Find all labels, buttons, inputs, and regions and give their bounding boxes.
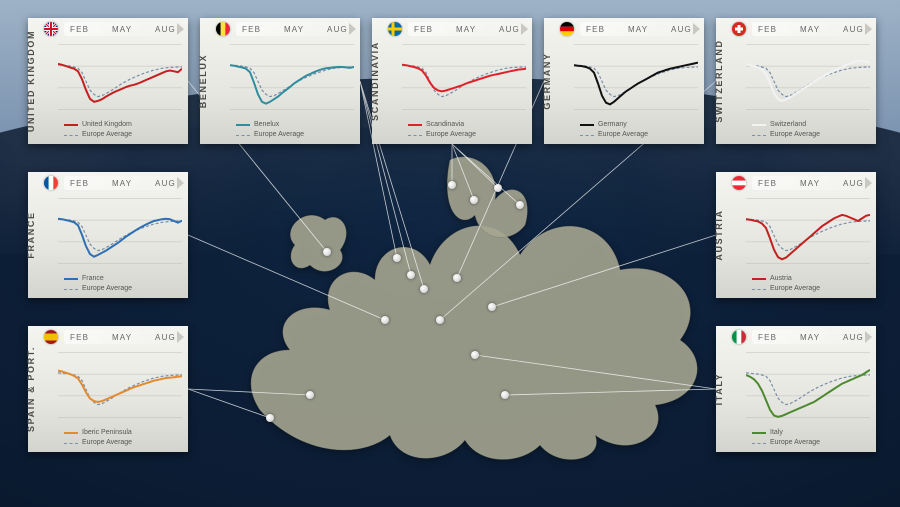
panel-at: AUSTRIA FEBMAYAUG 50%0%-50%-100% AustriaEur… xyxy=(716,172,876,298)
panel-title: GERMANY xyxy=(542,18,552,144)
map-marker xyxy=(436,316,444,324)
months-axis: FEBMAYAUG xyxy=(752,22,870,36)
panel-de: GERMANY FEBMAYAUG 50%0%-50%-100% GermanyEur… xyxy=(544,18,704,144)
map-marker xyxy=(266,414,274,422)
map-marker xyxy=(488,303,496,311)
map-marker xyxy=(494,184,502,192)
map-marker xyxy=(471,351,479,359)
months-axis: FEBMAYAUG xyxy=(236,22,354,36)
panel-uk: UNITED KINGDOM FEBMAYAUG 50%0%-50%-100% Uni… xyxy=(28,18,188,144)
legend: ScandinaviaEurope Average xyxy=(408,120,528,140)
map-marker xyxy=(420,285,428,293)
map-marker xyxy=(393,254,401,262)
panel-title: UNITED KINGDOM xyxy=(26,18,36,144)
mini-chart: 50%0%-50%-100% xyxy=(230,40,354,114)
flag-icon xyxy=(44,330,58,344)
flag-icon xyxy=(732,176,746,190)
flag-icon xyxy=(388,22,402,36)
legend: United KingdomEurope Average xyxy=(64,120,184,140)
mini-chart: 50%0%-50%-100% xyxy=(746,194,870,268)
flag-icon xyxy=(560,22,574,36)
mini-chart: 50%0%-50%-100% xyxy=(746,348,870,422)
mini-chart: 50%0%-50%-100% xyxy=(402,40,526,114)
panel-scand: SCANDINAVIA FEBMAYAUG 50%0%-50%-100% Scandi… xyxy=(372,18,532,144)
months-axis: FEBMAYAUG xyxy=(64,330,182,344)
legend: GermanyEurope Average xyxy=(580,120,700,140)
map-marker xyxy=(323,248,331,256)
map-marker xyxy=(470,196,478,204)
map-marker xyxy=(381,316,389,324)
panel-ch: SWITZERLAND FEBMAYAUG 50%0%-50%-100% Switze… xyxy=(716,18,876,144)
months-axis: FEBMAYAUG xyxy=(752,330,870,344)
map-marker xyxy=(501,391,509,399)
legend: FranceEurope Average xyxy=(64,274,184,294)
legend: Iberic PeninsulaEurope Average xyxy=(64,428,184,448)
flag-icon xyxy=(732,22,746,36)
months-axis: FEBMAYAUG xyxy=(752,176,870,190)
legend: BeneluxEurope Average xyxy=(236,120,356,140)
map-marker xyxy=(516,201,524,209)
mini-chart: 50%0%-50%-100% xyxy=(58,40,182,114)
panel-title: SWITZERLAND xyxy=(714,18,724,144)
map-marker xyxy=(407,271,415,279)
map-marker xyxy=(306,391,314,399)
legend: AustriaEurope Average xyxy=(752,274,872,294)
map-marker xyxy=(448,181,456,189)
months-axis: FEBMAYAUG xyxy=(580,22,698,36)
map-marker xyxy=(453,274,461,282)
panel-es: SPAIN & PORT. FEBMAYAUG 50%0%-50%-100% Iber… xyxy=(28,326,188,452)
panel-title: SPAIN & PORT. xyxy=(26,326,36,452)
panel-title: SCANDINAVIA xyxy=(370,18,380,144)
months-axis: FEBMAYAUG xyxy=(64,22,182,36)
mini-chart: 50%0%-50%-100% xyxy=(58,194,182,268)
flag-icon xyxy=(44,22,58,36)
flag-icon xyxy=(216,22,230,36)
mini-chart: 50%0%-50%-100% xyxy=(58,348,182,422)
panel-it: ITALY FEBMAYAUG 50%0%-50%-100% ItalyEurope … xyxy=(716,326,876,452)
mini-chart: 50%0%-50%-100% xyxy=(746,40,870,114)
months-axis: FEBMAYAUG xyxy=(64,176,182,190)
months-axis: FEBMAYAUG xyxy=(408,22,526,36)
panel-title: FRANCE xyxy=(26,172,36,298)
panel-fr: FRANCE FEBMAYAUG 50%0%-50%-100% FranceEurop… xyxy=(28,172,188,298)
panel-title: AUSTRIA xyxy=(714,172,724,298)
europe-landmass xyxy=(200,150,730,470)
stage: UNITED KINGDOM FEBMAYAUG 50%0%-50%-100% Uni… xyxy=(0,0,900,507)
flag-icon xyxy=(44,176,58,190)
panel-benelux: BENELUX FEBMAYAUG 50%0%-50%-100% BeneluxEur… xyxy=(200,18,360,144)
legend: ItalyEurope Average xyxy=(752,428,872,448)
mini-chart: 50%0%-50%-100% xyxy=(574,40,698,114)
flag-icon xyxy=(732,330,746,344)
legend: SwitzerlandEurope Average xyxy=(752,120,872,140)
panel-title: ITALY xyxy=(714,326,724,452)
panel-title: BENELUX xyxy=(198,18,208,144)
